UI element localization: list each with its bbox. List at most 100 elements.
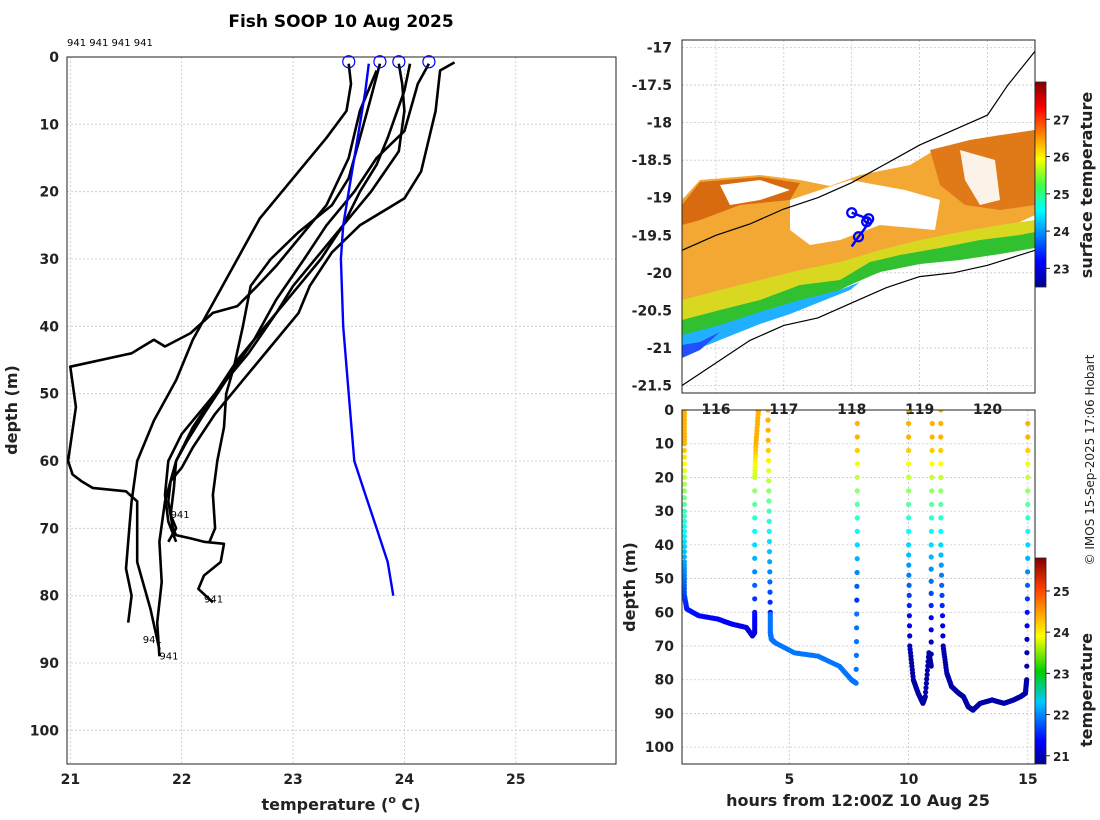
section-data-point xyxy=(923,685,929,691)
main-series xyxy=(67,61,456,657)
section-data-point xyxy=(765,458,772,464)
y-tick-label: 20 xyxy=(40,185,60,201)
section-data-point xyxy=(682,528,687,534)
map-lat-tick: -19 xyxy=(647,191,672,207)
section-data-point xyxy=(682,513,687,519)
section-data-point xyxy=(766,468,772,474)
sst-cloud-gap-1 xyxy=(790,180,940,245)
section-data-point xyxy=(767,579,773,585)
section-y-tick: 10 xyxy=(655,437,675,453)
section-data-point xyxy=(854,625,860,631)
section-data-point xyxy=(767,599,773,605)
section-data-point xyxy=(854,434,860,440)
section-data-point xyxy=(1024,623,1030,629)
section-data-point xyxy=(923,680,930,687)
map-lat-tick: -17 xyxy=(647,41,672,57)
section-colorbar-tick-label: 22 xyxy=(1053,709,1070,723)
section-data-point xyxy=(938,552,944,558)
section-y-tick: 90 xyxy=(655,706,675,722)
map-lat-tick: -20.5 xyxy=(632,303,672,319)
section-data-point xyxy=(854,420,860,427)
colorbar-tick-label: 25 xyxy=(1053,188,1070,202)
section-y-tick: 80 xyxy=(655,673,675,689)
map-lat-tick: -21.5 xyxy=(632,378,672,394)
section-data-point xyxy=(929,420,935,427)
section-data-point xyxy=(853,639,860,645)
section-data-point xyxy=(938,461,944,467)
profile-labels: 941 941 941 941 xyxy=(143,510,223,662)
section-data-point xyxy=(767,569,773,575)
station-marker xyxy=(861,216,873,228)
colorbar-tick-label: 27 xyxy=(1053,113,1070,127)
sst-green-band xyxy=(682,232,1035,354)
section-data-point xyxy=(1025,434,1031,440)
section-data-point xyxy=(682,538,687,545)
section-data-point xyxy=(906,515,912,521)
section-y-tick: 50 xyxy=(655,572,675,588)
section-data-point xyxy=(765,417,771,423)
section-data-point xyxy=(1024,677,1030,683)
section-data-point xyxy=(924,667,931,673)
section-data-point xyxy=(924,672,930,678)
section-data-point xyxy=(765,427,771,433)
section-data-point xyxy=(766,508,772,514)
sst-heatmap xyxy=(682,50,1035,386)
map-lat-tick: -18 xyxy=(647,116,672,132)
section-data-point xyxy=(906,461,912,467)
section-data-point xyxy=(752,528,758,535)
section-x-ticks: 5 10 15 xyxy=(784,772,1037,788)
sst-cloud-gap-3 xyxy=(960,150,1000,205)
section-data-point xyxy=(906,623,913,629)
y-tick-label: 0 xyxy=(49,50,59,66)
main-y-ticks: 0 10 20 30 40 50 60 70 80 90 100 xyxy=(30,50,59,739)
section-data-point xyxy=(906,602,912,609)
section-data-point xyxy=(682,501,687,507)
map-colorbar-ticks: 23 24 25 26 27 xyxy=(1046,113,1070,276)
section-data-point xyxy=(1025,474,1031,480)
temperature-profile-line xyxy=(167,61,456,604)
section-data-point xyxy=(682,447,687,454)
section-data-point xyxy=(928,602,934,609)
map-lat-tick: -18.5 xyxy=(632,153,672,169)
section-data-point xyxy=(928,578,934,584)
surface-marker xyxy=(422,55,436,69)
section-data-point xyxy=(938,488,944,494)
section-y-tick: 70 xyxy=(655,639,675,655)
section-data-point xyxy=(906,562,912,568)
section-data-point xyxy=(1025,555,1031,561)
sst-cold-band xyxy=(682,332,720,358)
section-data-point xyxy=(1024,609,1030,615)
section-data-point xyxy=(906,488,912,494)
section-data-point xyxy=(928,528,935,535)
section-data-point xyxy=(767,559,773,565)
surface-marker xyxy=(342,55,356,69)
section-data-point xyxy=(752,582,758,588)
section-data-point xyxy=(938,434,944,440)
section-data-point xyxy=(939,602,945,609)
section-data-point xyxy=(854,611,860,617)
section-data-point xyxy=(752,542,758,548)
section-data-point xyxy=(682,441,687,447)
section-data-point xyxy=(682,518,687,524)
section-data-point xyxy=(940,623,946,629)
map-y-ticks: -17 -17.5 -18 -18.5 -19 -19.5 -20 -20.5 -21 -21.5 xyxy=(632,41,673,395)
section-data-point xyxy=(928,554,934,560)
section-data-point xyxy=(938,447,944,454)
section-data-point xyxy=(752,515,758,521)
map-lat-tick: -21 xyxy=(647,341,672,357)
section-data-point xyxy=(1024,596,1030,602)
surface-marker xyxy=(392,55,406,69)
section-data-point xyxy=(938,572,945,578)
surface-markers xyxy=(342,55,436,69)
section-data-point xyxy=(682,533,687,539)
section-data-point xyxy=(929,447,935,454)
section-data-point xyxy=(854,461,860,467)
section-data-point xyxy=(1024,650,1030,656)
section-data-point xyxy=(929,488,935,494)
section-colorbar-ticks: 21 22 23 24 25 xyxy=(1046,585,1070,764)
section-data-point xyxy=(752,501,758,507)
section-data-point xyxy=(682,488,687,494)
y-tick-label: 30 xyxy=(40,252,60,268)
section-data-point xyxy=(765,437,771,443)
main-plot-area xyxy=(66,56,617,765)
